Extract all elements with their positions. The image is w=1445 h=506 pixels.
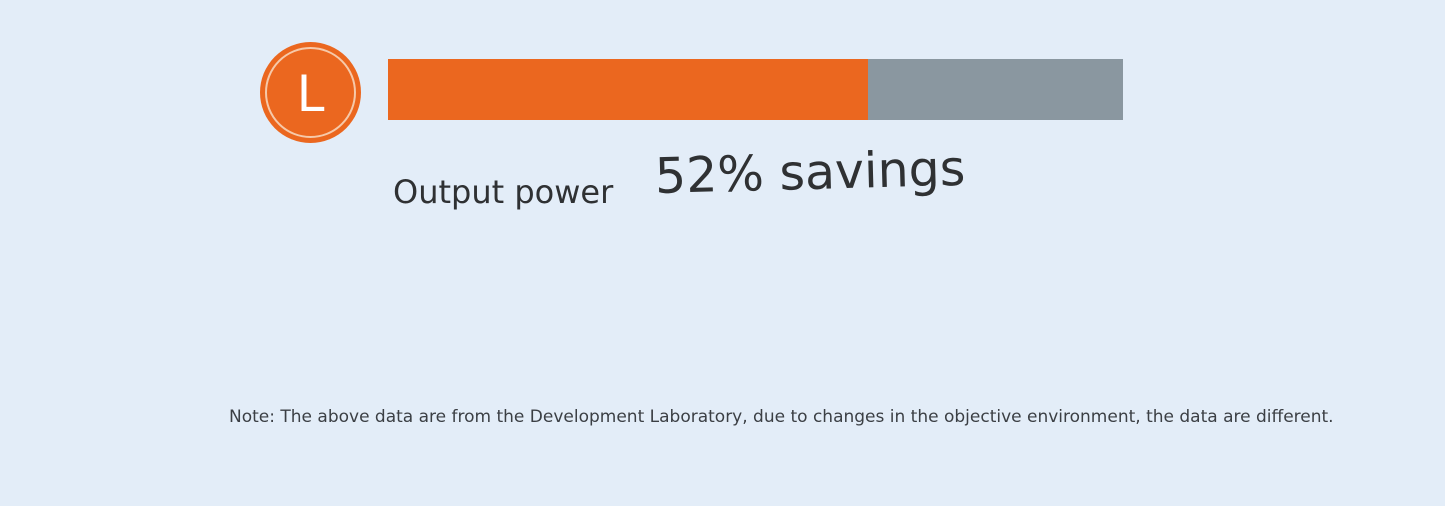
badge-letter: L xyxy=(296,64,325,123)
footnote: Note: The above data are from the Develo… xyxy=(229,407,1334,427)
output-power-label: Output power xyxy=(393,173,614,211)
letter-l-badge-icon: L xyxy=(260,42,361,143)
savings-value: 52% savings xyxy=(654,139,966,205)
power-bar-track xyxy=(388,59,1123,120)
power-bar-fill xyxy=(388,59,868,120)
badge-ring xyxy=(265,47,356,138)
